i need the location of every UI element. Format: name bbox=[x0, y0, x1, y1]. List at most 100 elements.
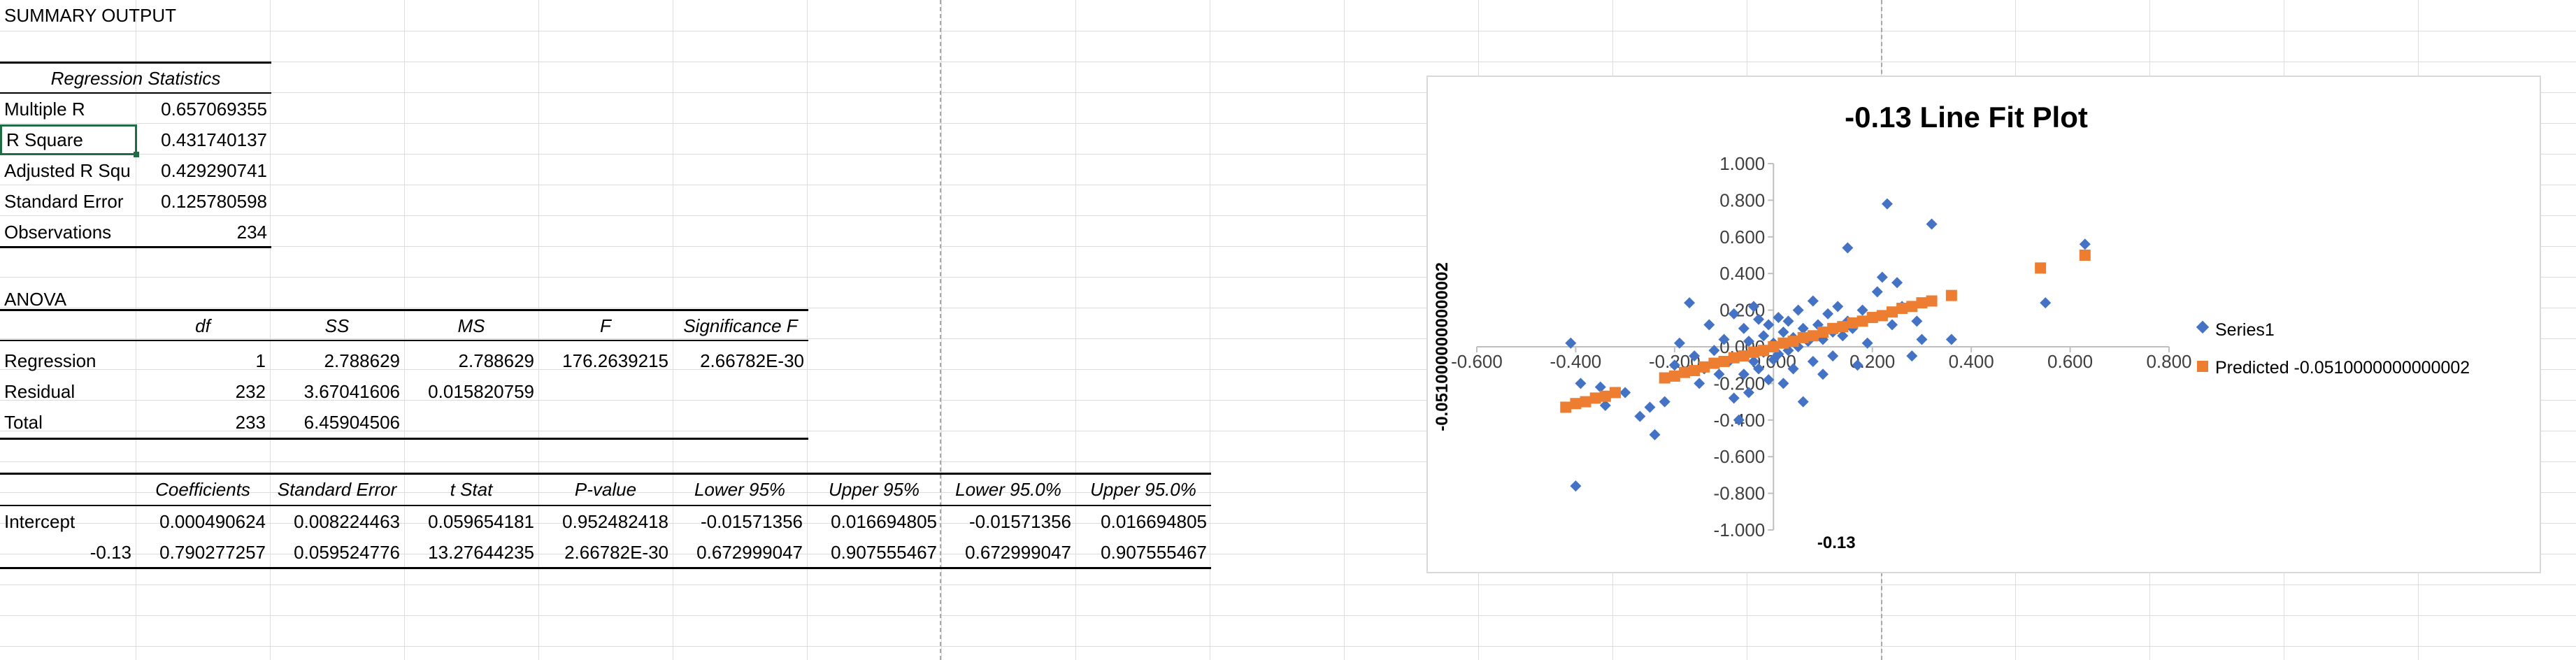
anova-cell[interactable]: 0.015820759 bbox=[428, 381, 534, 402]
predicted-point bbox=[1580, 396, 1591, 408]
stat-value-standard-error[interactable]: 0.125780598 bbox=[161, 191, 267, 212]
gridline bbox=[0, 338, 2576, 339]
anova-cell[interactable]: 232 bbox=[235, 381, 266, 402]
legend-label-predicted: Predicted -0.0510000000000002 bbox=[2215, 358, 2470, 378]
predicted-point bbox=[1738, 350, 1749, 362]
stat-value-observations[interactable]: 234 bbox=[236, 222, 267, 243]
anova-cell[interactable]: 2.788629 bbox=[324, 350, 400, 371]
stat-label-adjusted-r-square[interactable]: Adjusted R Squ bbox=[4, 160, 131, 181]
y-tick-label: 1.000 bbox=[1719, 153, 1765, 174]
anova-cell[interactable]: 1 bbox=[255, 350, 266, 371]
anova-header-df: df bbox=[195, 315, 210, 336]
series1-point bbox=[1817, 368, 1829, 380]
predicted-point bbox=[1718, 355, 1730, 367]
coef-row-label[interactable]: Intercept bbox=[4, 511, 76, 532]
predicted-point bbox=[1610, 387, 1621, 399]
coef-cell[interactable]: 0.907555467 bbox=[831, 542, 937, 563]
series1-point bbox=[1644, 401, 1656, 413]
gridline bbox=[0, 615, 2576, 616]
stat-value-adjusted-r-square[interactable]: 0.429290741 bbox=[161, 160, 267, 181]
anova-row-label[interactable]: Regression bbox=[4, 350, 96, 371]
series1-point bbox=[1812, 319, 1824, 331]
anova-row-label[interactable]: Residual bbox=[4, 381, 76, 402]
stat-label-multiple-r[interactable]: Multiple R bbox=[4, 99, 85, 120]
series1-point bbox=[1861, 337, 1873, 349]
coef-cell[interactable]: -0.01571356 bbox=[968, 511, 1071, 532]
table-border bbox=[0, 309, 808, 311]
coef-cell[interactable]: 0.059654181 bbox=[428, 511, 534, 532]
anova-cell[interactable]: 233 bbox=[235, 412, 266, 433]
selection-fill-handle[interactable] bbox=[134, 152, 139, 157]
coef-cell[interactable]: 0.672999047 bbox=[965, 542, 1071, 563]
table-border bbox=[0, 62, 271, 64]
summary-title: SUMMARY OUTPUT bbox=[4, 5, 177, 26]
predicted-point bbox=[1945, 289, 1957, 301]
coef-cell[interactable]: 0.672999047 bbox=[696, 542, 803, 563]
x-axis-title: -0.13 bbox=[1817, 533, 1856, 552]
series1-point bbox=[1743, 387, 1754, 399]
coef-cell[interactable]: 0.907555467 bbox=[1101, 542, 1207, 563]
stat-label-observations[interactable]: Observations bbox=[4, 222, 112, 243]
coef-cell[interactable]: 0.016694805 bbox=[1101, 511, 1207, 532]
y-tick-label: 0.800 bbox=[1719, 189, 1765, 210]
coef-cell[interactable]: -0.01571356 bbox=[700, 511, 803, 532]
anova-cell[interactable]: 3.67041606 bbox=[303, 381, 400, 402]
table-border bbox=[0, 246, 271, 248]
predicted-point bbox=[1689, 365, 1701, 377]
x-tick-label: -0.400 bbox=[1550, 351, 1602, 372]
series1-point bbox=[1945, 333, 1957, 345]
gridline bbox=[270, 0, 271, 660]
series1-point bbox=[1797, 322, 1809, 334]
coef-row-label[interactable]: -0.13 bbox=[90, 542, 131, 563]
stat-value-r-square[interactable]: 0.431740137 bbox=[161, 129, 267, 150]
series1-point bbox=[1911, 315, 1923, 327]
predicted-point bbox=[1916, 297, 1928, 309]
anova-cell[interactable]: 6.45904506 bbox=[303, 412, 400, 433]
coef-cell[interactable]: 0.059524776 bbox=[294, 542, 400, 563]
series1-point bbox=[1916, 333, 1928, 345]
coef-header: Lower 95% bbox=[694, 479, 786, 500]
coef-cell[interactable]: 0.000490624 bbox=[159, 511, 266, 532]
line-fit-plot-chart[interactable]: -0.13 Line Fit Plot -0.600-0.400-0.2000.… bbox=[1426, 76, 2541, 573]
y-tick-label: 0.600 bbox=[1719, 227, 1765, 248]
stat-label-standard-error[interactable]: Standard Error bbox=[4, 191, 124, 212]
coef-cell[interactable]: 2.66782E-30 bbox=[564, 542, 668, 563]
gridline bbox=[0, 523, 2576, 524]
series1-point bbox=[1837, 330, 1849, 342]
anova-cell[interactable]: 176.2639215 bbox=[562, 350, 668, 371]
stat-label-r-square[interactable]: R Square bbox=[0, 124, 137, 155]
gridline bbox=[0, 215, 2576, 216]
series1-point bbox=[1807, 355, 1819, 367]
anova-cell[interactable]: 2.66782E-30 bbox=[700, 350, 804, 371]
coef-cell[interactable]: 0.952482418 bbox=[562, 511, 668, 532]
coef-cell[interactable]: 0.008224463 bbox=[294, 511, 400, 532]
gridline bbox=[0, 92, 2576, 93]
gridline bbox=[0, 369, 2576, 370]
coef-header: Upper 95.0% bbox=[1090, 479, 1196, 500]
gridline bbox=[807, 0, 808, 660]
predicted-point bbox=[1599, 390, 1611, 402]
series1-point bbox=[1575, 378, 1587, 389]
anova-cell[interactable]: 2.788629 bbox=[458, 350, 534, 371]
series1-point bbox=[1777, 327, 1789, 338]
stat-value-multiple-r[interactable]: 0.657069355 bbox=[161, 99, 267, 120]
series1-point bbox=[1659, 396, 1670, 408]
series1-point bbox=[1852, 359, 1863, 371]
table-border bbox=[0, 505, 1211, 506]
series1-point bbox=[1619, 387, 1631, 399]
chart-legend[interactable]: Series1 Predicted -0.0510000000000002 bbox=[2196, 320, 2470, 378]
coef-cell[interactable]: 0.016694805 bbox=[831, 511, 937, 532]
predicted-point bbox=[1708, 357, 1720, 369]
series1-point bbox=[1570, 480, 1582, 492]
table-border bbox=[0, 567, 1211, 569]
anova-row-label[interactable]: Total bbox=[4, 412, 43, 433]
predicted-point bbox=[1847, 317, 1859, 329]
series1-point bbox=[1728, 308, 1740, 320]
legend-marker-series1 bbox=[2196, 320, 2210, 334]
series1-point bbox=[1599, 399, 1611, 411]
x-tick-label: 0.800 bbox=[2146, 351, 2191, 372]
series1-point bbox=[1807, 295, 1819, 307]
coef-cell[interactable]: 0.790277257 bbox=[159, 542, 266, 563]
coef-cell[interactable]: 13.27644235 bbox=[428, 542, 534, 563]
